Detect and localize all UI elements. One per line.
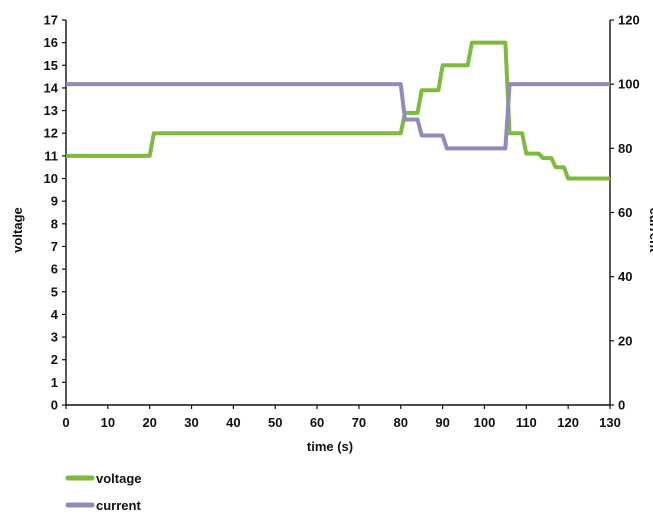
y-left-tick-label: 9	[51, 194, 58, 209]
x-tick-label: 30	[184, 415, 198, 430]
x-axis-title: time (s)	[307, 439, 353, 454]
x-tick-label: 40	[226, 415, 240, 430]
y-left-tick-label: 0	[51, 398, 58, 413]
x-tick-label: 100	[474, 415, 496, 430]
axes-layer: 0 10 20 30 40 50 60 70 80 90 100 110 120 130012345678…	[44, 13, 640, 431]
x-tick-label: 120	[557, 415, 579, 430]
y-left-tick-label: 5	[51, 284, 58, 299]
y-left-tick-label: 1	[51, 375, 58, 390]
y-left-tick-label: 6	[51, 262, 58, 277]
y-right-tick-label: 60	[618, 205, 632, 220]
y-left-tick-label: 2	[51, 352, 58, 367]
y-left-tick-label: 4	[51, 307, 59, 322]
x-tick-label: 60	[310, 415, 324, 430]
legend-label-voltage: voltage	[96, 471, 142, 486]
x-tick-label: 110	[516, 415, 537, 430]
legend: voltage current	[65, 471, 142, 513]
y-left-tick-label: 17	[44, 13, 58, 28]
y-left-tick-label: 14	[44, 80, 59, 95]
y-left-tick-label: 10	[44, 171, 58, 186]
x-tick-label: 130	[599, 415, 621, 430]
y-right-tick-label: 0	[618, 398, 625, 413]
x-tick-label: 10	[101, 415, 115, 430]
y-left-tick-label: 7	[51, 239, 58, 254]
y-right-tick-label: 40	[618, 269, 632, 284]
y-right-tick-label: 120	[618, 13, 640, 28]
x-tick-label: 80	[394, 415, 408, 430]
labels-layer: time (s) voltage current	[10, 207, 653, 454]
y-left-tick-label: 13	[44, 103, 58, 118]
y-left-tick-label: 3	[51, 330, 58, 345]
y-right-tick-label: 80	[618, 141, 632, 156]
y-right-tick-label: 100	[618, 77, 640, 92]
x-tick-label: 50	[268, 415, 282, 430]
y-left-tick-label: 12	[44, 126, 58, 141]
x-tick-label: 70	[352, 415, 366, 430]
legend-label-current: current	[96, 498, 141, 513]
y-axis-left-title: voltage	[10, 207, 25, 253]
y-left-tick-label: 16	[44, 35, 58, 50]
series-layer	[66, 40, 610, 181]
x-tick-label: 0	[62, 415, 69, 430]
x-tick-label: 20	[142, 415, 156, 430]
y-left-tick-label: 8	[51, 216, 58, 231]
series-line-current	[66, 82, 610, 151]
y-left-tick-label: 15	[44, 58, 58, 73]
y-right-tick-label: 20	[618, 333, 632, 348]
y-left-tick-label: 11	[44, 148, 58, 163]
y-axis-right-title: current	[647, 208, 653, 253]
x-tick-label: 90	[435, 415, 449, 430]
series-line-voltage	[66, 40, 610, 181]
